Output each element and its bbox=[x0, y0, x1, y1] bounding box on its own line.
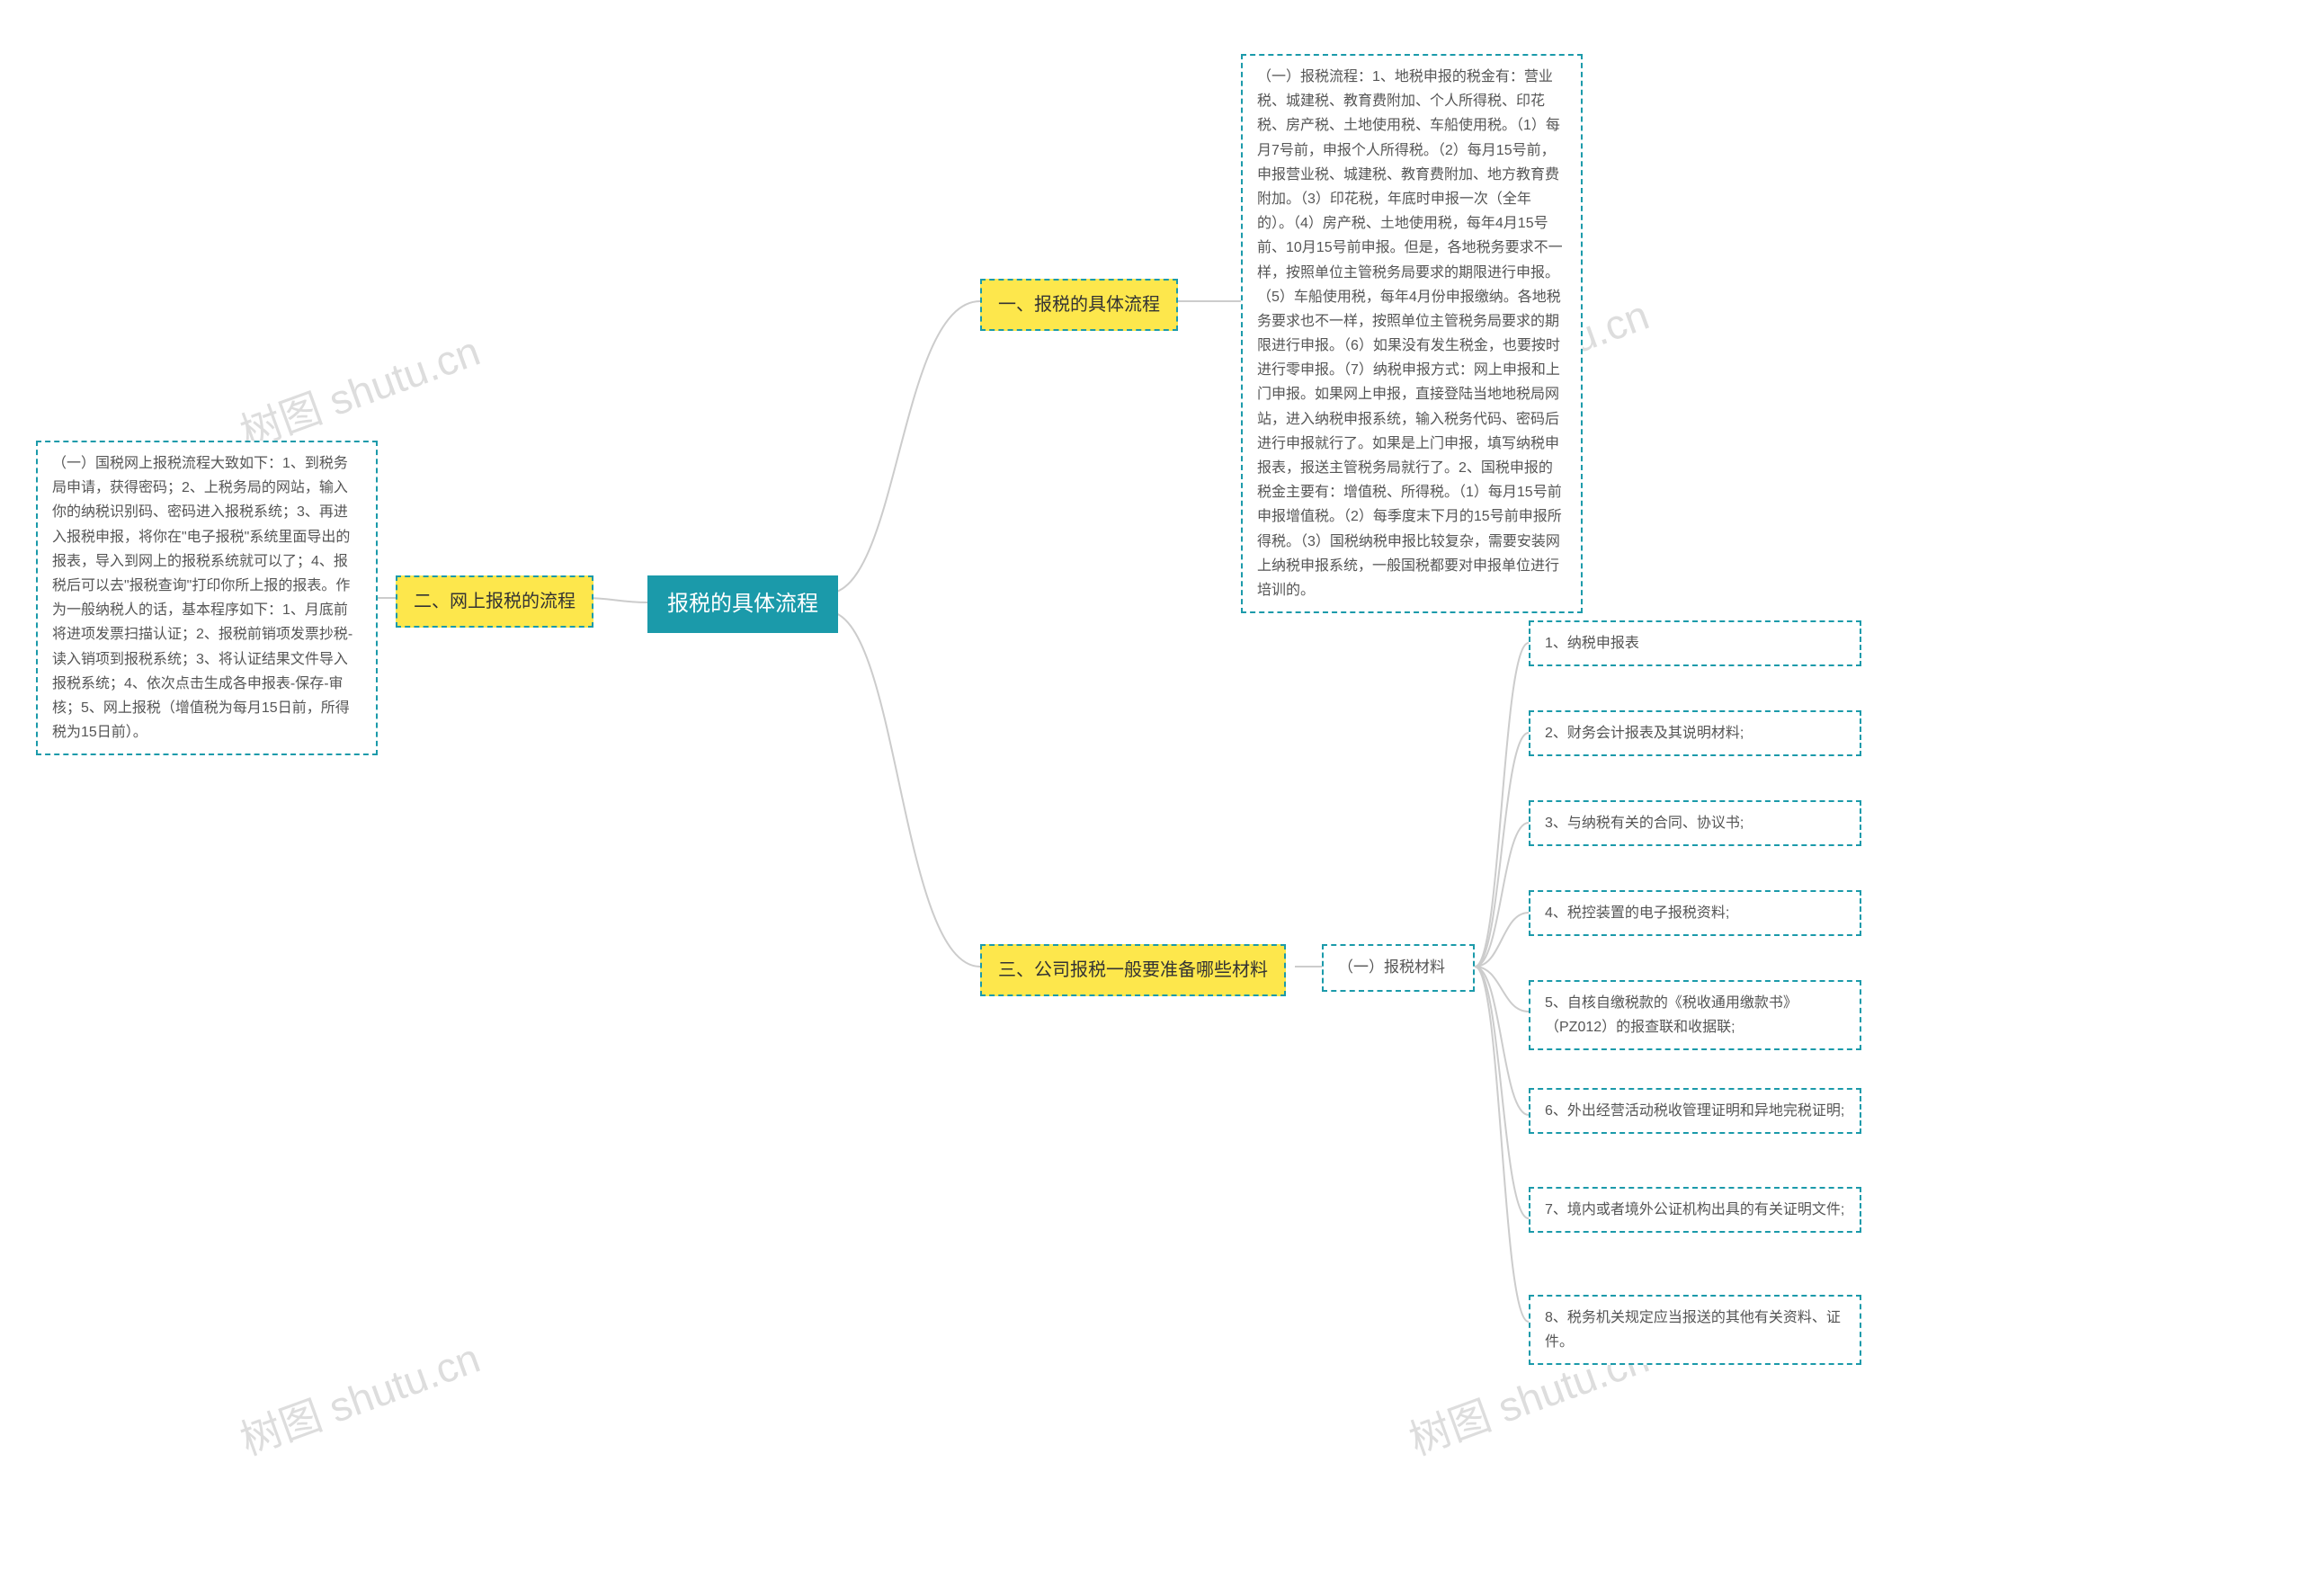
branch-1-label: 一、报税的具体流程 bbox=[998, 295, 1160, 315]
material-item-8-text: 8、税务机关规定应当报送的其他有关资料、证件。 bbox=[1545, 1310, 1841, 1350]
leaf-1: （一）报税流程：1、地税申报的税金有：营业税、城建税、教育费附加、个人所得税、印… bbox=[1241, 54, 1583, 613]
material-item-4-text: 4、税控装置的电子报税资料; bbox=[1545, 905, 1729, 921]
material-item-6-text: 6、外出经营活动税收管理证明和异地完税证明; bbox=[1545, 1103, 1844, 1119]
leaf-1-text: （一）报税流程：1、地税申报的税金有：营业税、城建税、教育费附加、个人所得税、印… bbox=[1257, 69, 1563, 598]
material-item-5-text: 5、自核自缴税款的《税收通用缴款书》（PZ012）的报查联和收据联; bbox=[1545, 995, 1798, 1035]
watermark: 树图 shutu.cn bbox=[231, 318, 486, 459]
leaf-2: （一）国税网上报税流程大致如下：1、到税务局申请，获得密码；2、上税务局的网站，… bbox=[36, 441, 378, 755]
material-item-7: 7、境内或者境外公证机构出具的有关证明文件; bbox=[1529, 1187, 1861, 1233]
root-node: 报税的具体流程 bbox=[647, 575, 838, 633]
material-item-3: 3、与纳税有关的合同、协议书; bbox=[1529, 800, 1861, 846]
material-item-3-text: 3、与纳税有关的合同、协议书; bbox=[1545, 816, 1744, 831]
leaf-2-text: （一）国税网上报税流程大致如下：1、到税务局申请，获得密码；2、上税务局的网站，… bbox=[52, 456, 352, 740]
branch-3-sub: （一）报税材料 bbox=[1322, 944, 1475, 992]
material-item-2-text: 2、财务会计报表及其说明材料; bbox=[1545, 726, 1744, 741]
branch-2-label: 二、网上报税的流程 bbox=[414, 592, 576, 611]
branch-1: 一、报税的具体流程 bbox=[980, 279, 1178, 331]
material-item-7-text: 7、境内或者境外公证机构出具的有关证明文件; bbox=[1545, 1202, 1844, 1217]
material-item-6: 6、外出经营活动税收管理证明和异地完税证明; bbox=[1529, 1088, 1861, 1134]
branch-2: 二、网上报税的流程 bbox=[396, 575, 593, 628]
material-item-2: 2、财务会计报表及其说明材料; bbox=[1529, 710, 1861, 756]
root-label: 报税的具体流程 bbox=[667, 592, 818, 616]
material-item-5: 5、自核自缴税款的《税收通用缴款书》（PZ012）的报查联和收据联; bbox=[1529, 980, 1861, 1050]
watermark: 树图 shutu.cn bbox=[231, 1325, 486, 1467]
branch-3: 三、公司报税一般要准备哪些材料 bbox=[980, 944, 1286, 996]
material-item-4: 4、税控装置的电子报税资料; bbox=[1529, 890, 1861, 936]
branch-3-sub-label: （一）报税材料 bbox=[1338, 958, 1445, 976]
material-item-1-text: 1、纳税申报表 bbox=[1545, 636, 1639, 651]
material-item-1: 1、纳税申报表 bbox=[1529, 620, 1861, 666]
branch-3-label: 三、公司报税一般要准备哪些材料 bbox=[998, 960, 1268, 980]
connector-lines bbox=[0, 0, 2302, 1596]
material-item-8: 8、税务机关规定应当报送的其他有关资料、证件。 bbox=[1529, 1295, 1861, 1365]
